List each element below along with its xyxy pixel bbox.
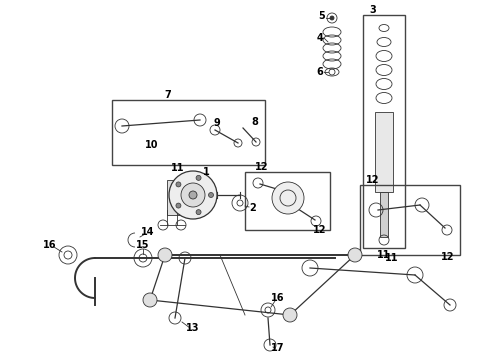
Text: 16: 16 xyxy=(43,240,57,250)
Text: 3: 3 xyxy=(369,5,376,15)
Circle shape xyxy=(176,182,181,187)
Circle shape xyxy=(196,210,201,215)
Bar xyxy=(112,100,265,165)
Circle shape xyxy=(283,308,297,322)
Bar xyxy=(375,112,393,192)
Text: 13: 13 xyxy=(186,323,200,333)
Bar xyxy=(245,172,330,230)
Text: 11: 11 xyxy=(377,250,391,260)
Text: 9: 9 xyxy=(214,118,220,128)
Circle shape xyxy=(158,248,172,262)
Text: 11: 11 xyxy=(385,253,399,263)
Circle shape xyxy=(209,193,214,198)
Circle shape xyxy=(176,203,181,208)
Text: 11: 11 xyxy=(171,163,185,173)
Circle shape xyxy=(143,293,157,307)
Text: 17: 17 xyxy=(271,343,285,353)
Text: 15: 15 xyxy=(136,240,150,250)
Text: 7: 7 xyxy=(165,90,172,100)
Text: 12: 12 xyxy=(255,162,269,172)
Circle shape xyxy=(189,191,197,199)
Text: 14: 14 xyxy=(141,227,155,237)
Text: 2: 2 xyxy=(249,203,256,213)
Circle shape xyxy=(196,175,201,180)
Text: 10: 10 xyxy=(145,140,159,150)
Text: 6: 6 xyxy=(317,67,323,77)
Text: 12: 12 xyxy=(366,175,380,185)
Bar xyxy=(380,192,388,237)
Circle shape xyxy=(181,183,205,207)
Text: 16: 16 xyxy=(271,293,285,303)
Circle shape xyxy=(348,248,362,262)
Text: 8: 8 xyxy=(251,117,258,127)
Bar xyxy=(360,185,460,255)
Circle shape xyxy=(169,171,217,219)
Text: 5: 5 xyxy=(318,11,325,21)
Bar xyxy=(167,180,187,215)
Text: 1: 1 xyxy=(203,167,209,177)
Circle shape xyxy=(330,16,334,20)
Bar xyxy=(363,15,405,248)
Text: 4: 4 xyxy=(317,33,323,43)
Text: 12: 12 xyxy=(313,225,327,235)
Circle shape xyxy=(272,182,304,214)
Text: 12: 12 xyxy=(441,252,455,262)
